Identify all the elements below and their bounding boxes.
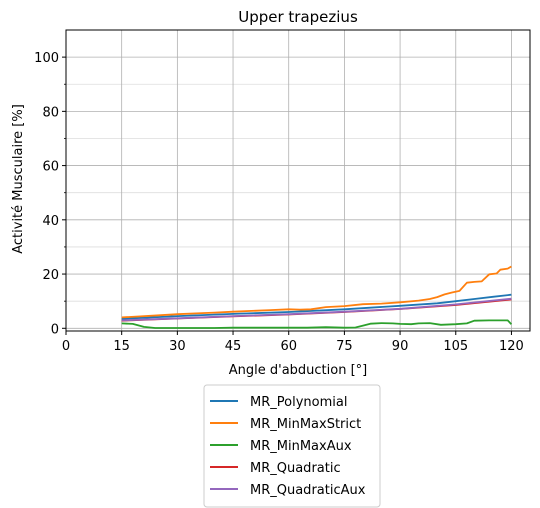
legend-box [203, 384, 381, 508]
y-tick-label: 100 [34, 51, 59, 66]
series-line-0 [121, 293, 512, 320]
y-tick-label: 80 [42, 105, 59, 120]
legend-label: MR_MinMaxStrict [250, 417, 361, 432]
y-axis-title: Activité Musculaire [%] [11, 104, 26, 254]
plot-frame [65, 29, 531, 332]
x-axis-title: Angle d'abduction [°] [229, 363, 368, 378]
x-tick-label: 0 [62, 339, 70, 354]
legend-label: MR_QuadraticAux [250, 483, 366, 498]
legend-label: MR_Quadratic [250, 461, 341, 476]
x-tick-label: 15 [113, 339, 130, 354]
series-lines [121, 265, 513, 329]
x-tick-label: 45 [225, 339, 242, 354]
series-line-1 [121, 265, 512, 319]
legend-label: MR_MinMaxAux [250, 439, 352, 454]
y-tick-label: 0 [51, 322, 59, 337]
series-line-4 [121, 297, 512, 322]
legend: MR_Polynomial MR_MinMaxStrict MR_MinMaxAux… [203, 384, 381, 508]
grid [65, 30, 530, 331]
series-line-2 [121, 319, 513, 329]
chart-title: Upper trapezius [238, 8, 358, 26]
x-tick-label: 75 [336, 339, 353, 354]
x-tick-label: 90 [392, 339, 409, 354]
x-axis: 0 15 30 45 60 75 90 105 120 [62, 331, 524, 354]
x-tick-label: 60 [280, 339, 297, 354]
y-tick-label: 60 [42, 160, 59, 175]
x-tick-label: 105 [443, 339, 468, 354]
y-tick-label: 40 [42, 214, 59, 229]
y-tick-label: 20 [42, 268, 59, 283]
y-axis: 0 20 40 60 80 100 [34, 51, 66, 337]
x-tick-label: 120 [499, 339, 524, 354]
x-tick-label: 30 [169, 339, 186, 354]
legend-label: MR_Polynomial [250, 395, 347, 410]
